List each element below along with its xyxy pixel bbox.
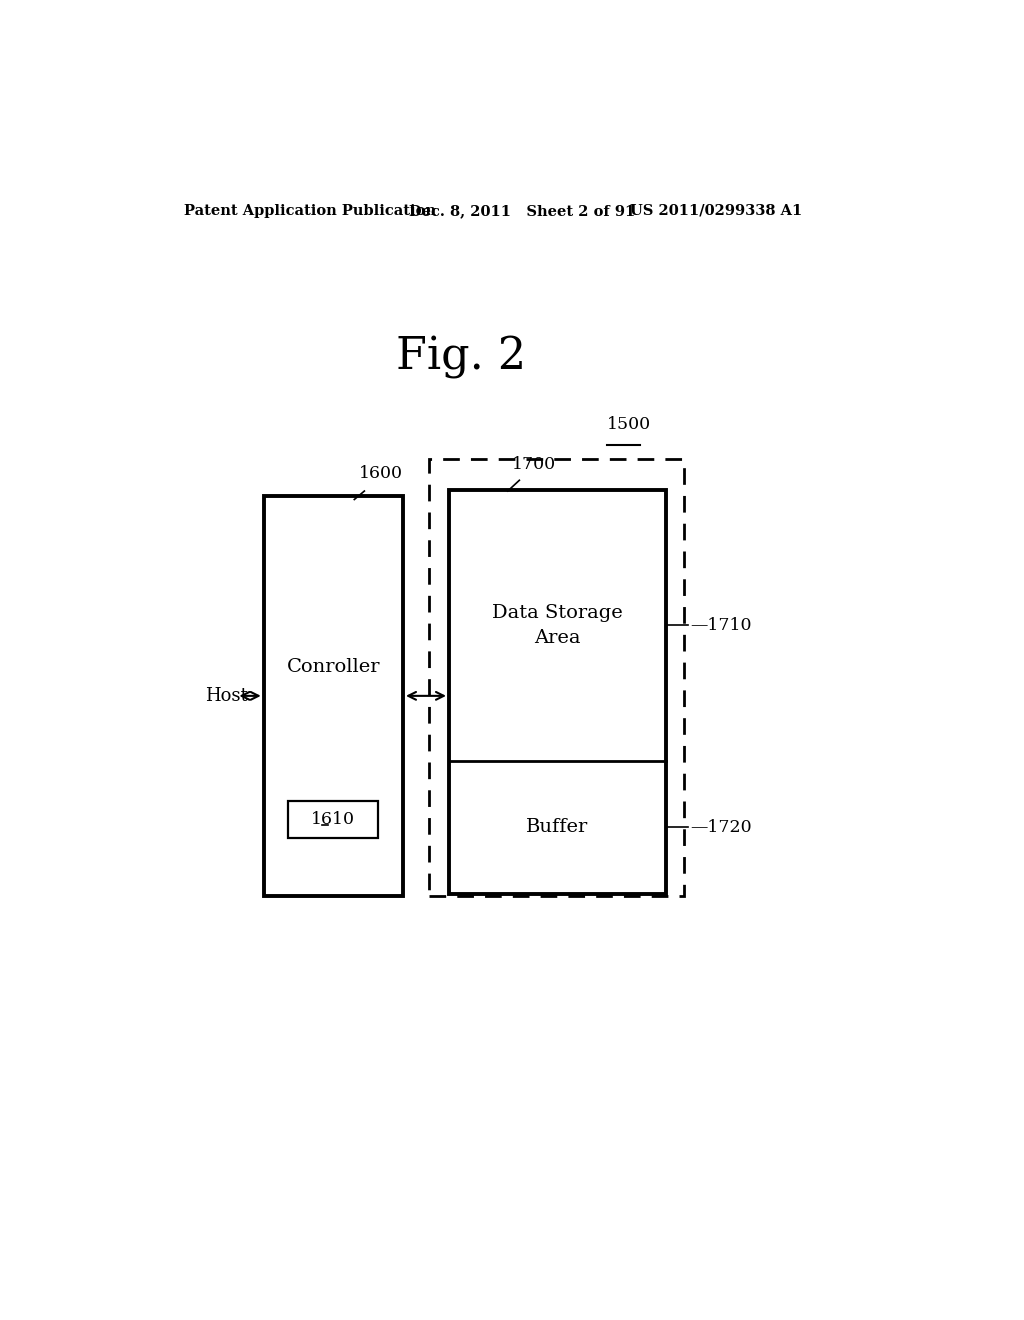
- Bar: [429, 459, 684, 896]
- Bar: [263, 496, 403, 896]
- Text: US 2011/0299338 A1: US 2011/0299338 A1: [630, 203, 803, 218]
- Text: —1710: —1710: [690, 616, 753, 634]
- Text: Dec. 8, 2011   Sheet 2 of 91: Dec. 8, 2011 Sheet 2 of 91: [409, 203, 635, 218]
- Text: Buffer: Buffer: [526, 818, 589, 836]
- Text: 1610: 1610: [310, 810, 354, 828]
- Bar: [288, 800, 378, 838]
- Text: Fig. 2: Fig. 2: [396, 335, 526, 379]
- Text: Patent Application Publication: Patent Application Publication: [183, 203, 436, 218]
- Text: 1600: 1600: [359, 465, 403, 482]
- Text: Conroller: Conroller: [287, 657, 380, 676]
- Text: 1700: 1700: [512, 455, 556, 473]
- Text: Host: Host: [206, 686, 248, 705]
- Text: —1720: —1720: [690, 818, 753, 836]
- Bar: [449, 490, 666, 894]
- Text: Data Storage
Area: Data Storage Area: [492, 603, 623, 647]
- Text: 1500: 1500: [607, 416, 651, 433]
